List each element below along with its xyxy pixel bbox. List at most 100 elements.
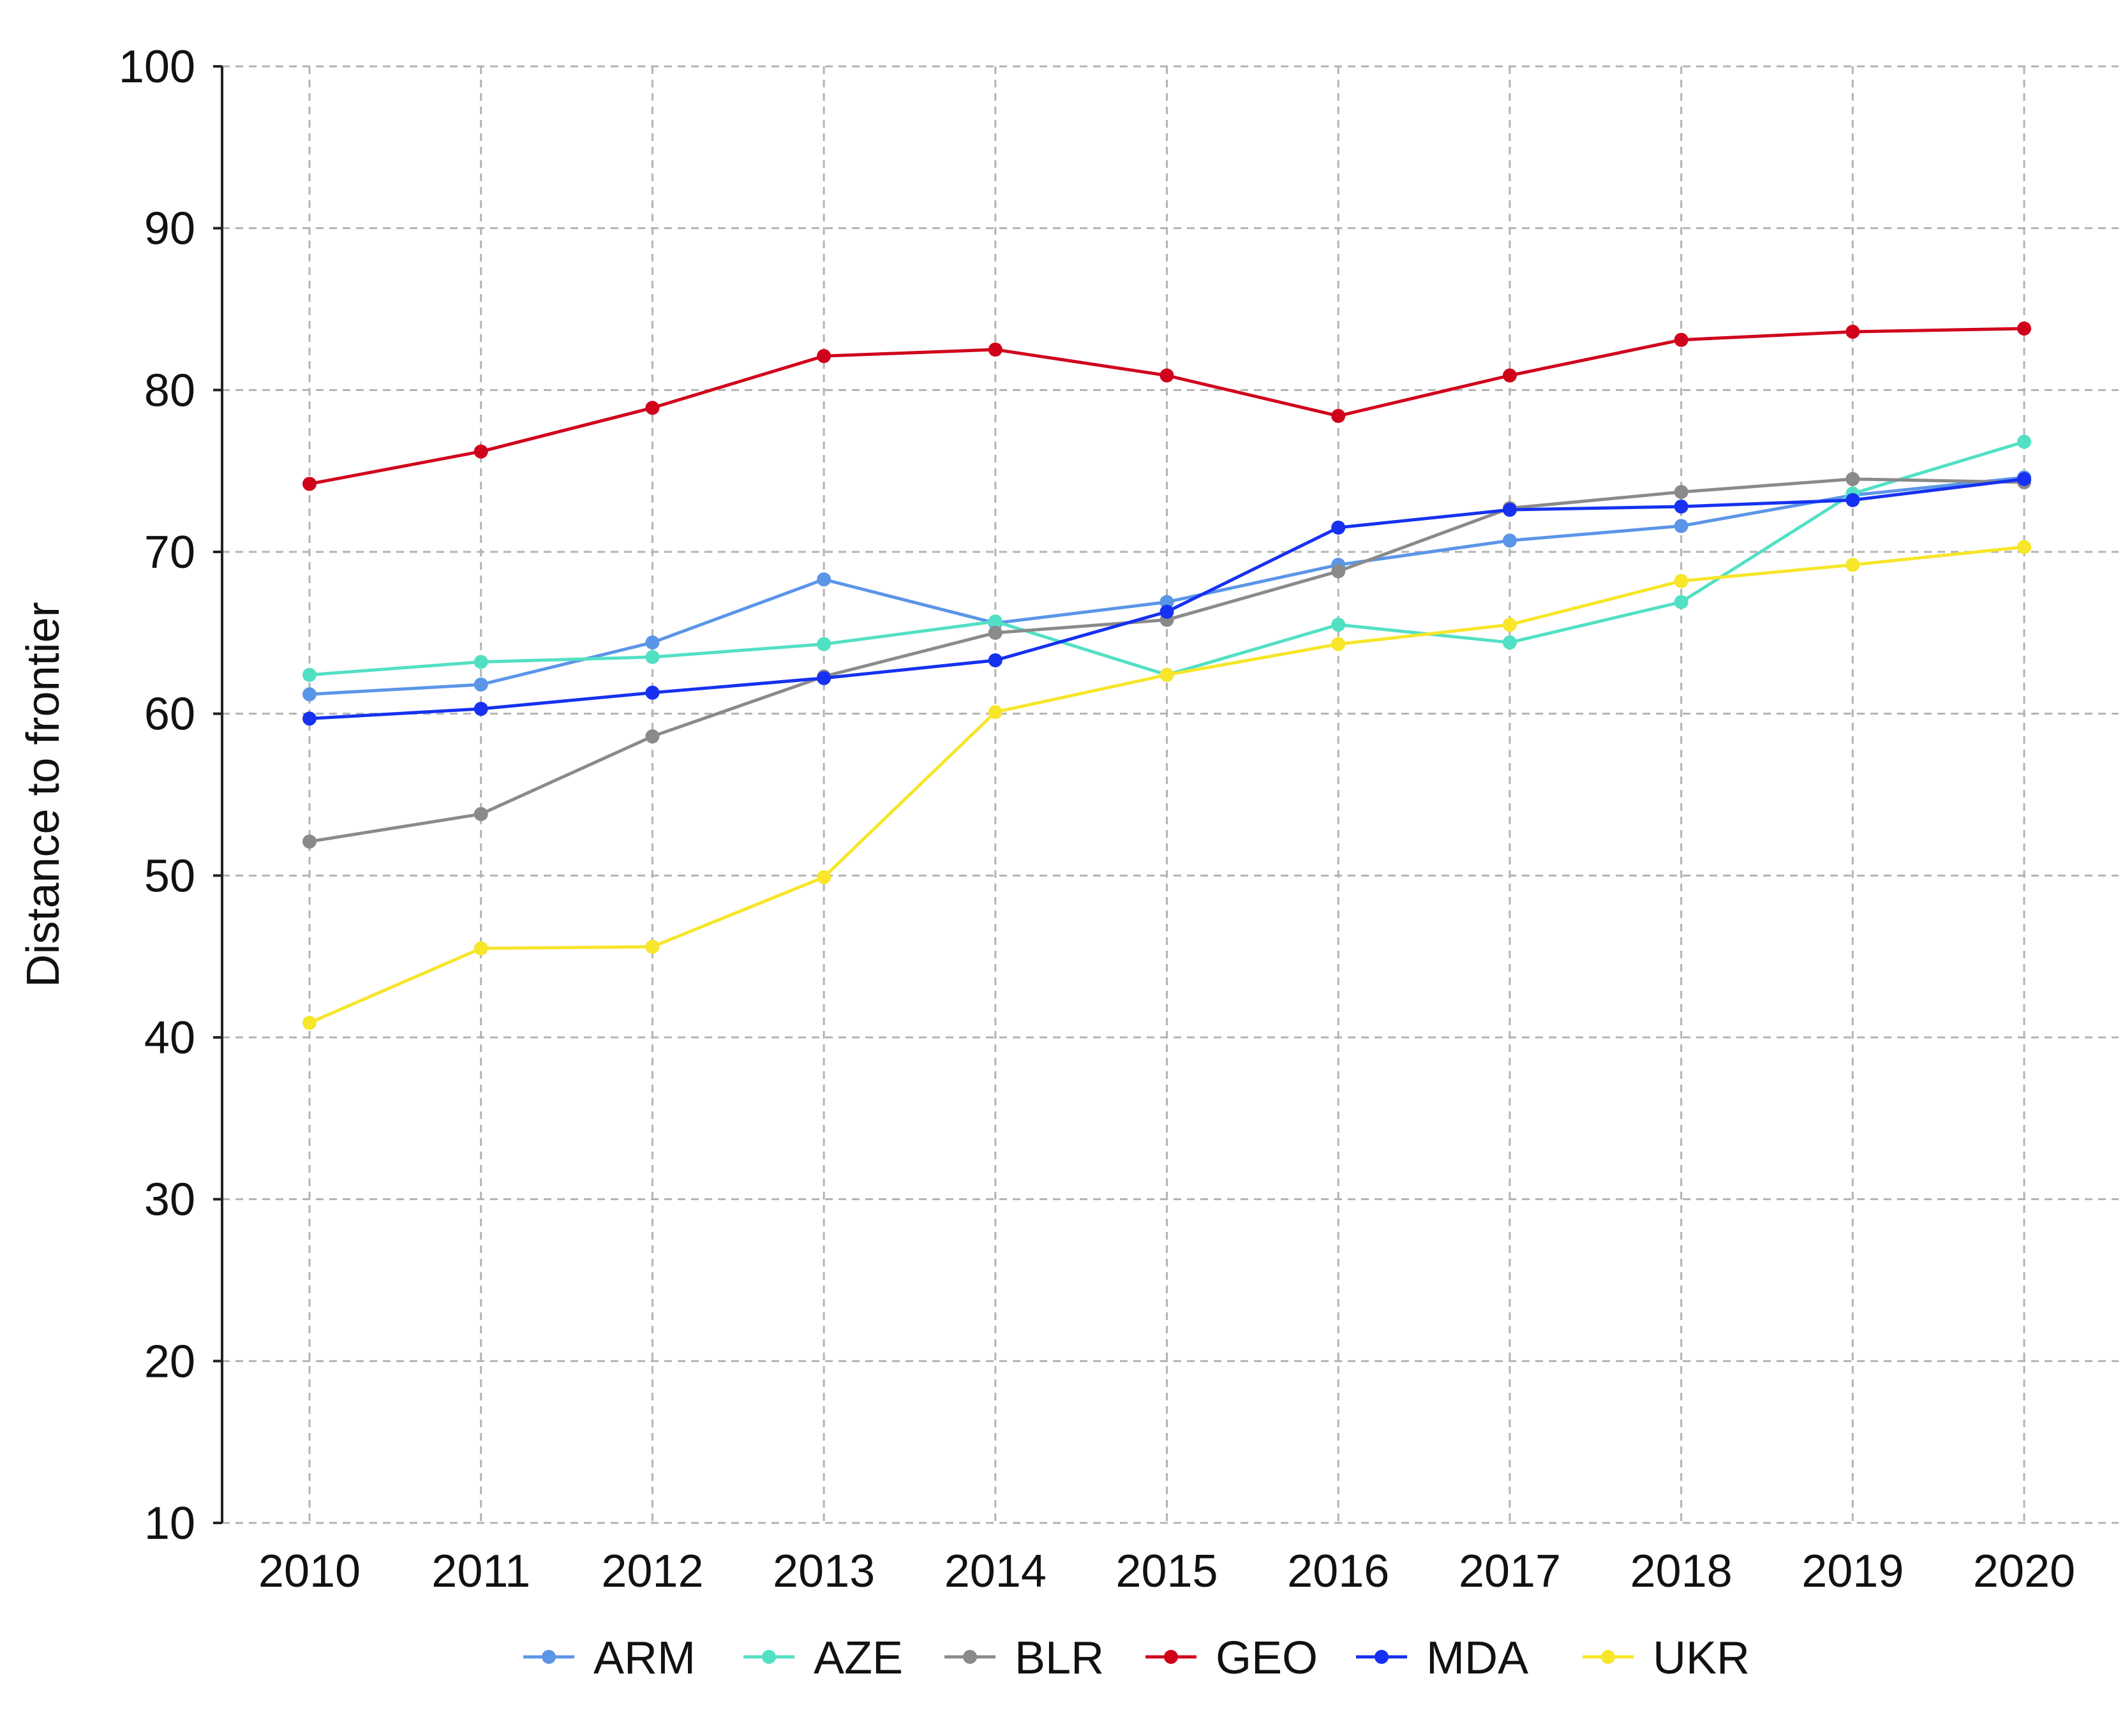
legend-item-arm: ARM — [523, 1633, 696, 1684]
legend: ARM AZE BLR GEO MDA UKR — [523, 1633, 1750, 1684]
data-point — [302, 1016, 317, 1030]
legend-label: UKR — [1653, 1633, 1750, 1684]
data-point — [1159, 368, 1174, 383]
legend-item-ukr: UKR — [1583, 1633, 1750, 1684]
legend-item-geo: GEO — [1145, 1633, 1318, 1684]
data-point — [473, 444, 488, 459]
legend-label: BLR — [1015, 1633, 1104, 1684]
data-point — [645, 685, 660, 700]
legend-item-aze: AZE — [743, 1633, 903, 1684]
data-point — [1331, 564, 1346, 579]
data-point — [645, 939, 660, 954]
data-point — [473, 941, 488, 956]
data-point — [2017, 471, 2031, 486]
data-point — [1331, 637, 1346, 651]
data-point — [817, 671, 831, 685]
legend-marker — [1601, 1650, 1615, 1664]
data-point — [1845, 471, 1860, 486]
data-point — [302, 687, 317, 702]
legend-item-mda: MDA — [1356, 1633, 1528, 1684]
y-tick-label: 50 — [144, 850, 195, 901]
data-point — [2017, 321, 2031, 336]
legend-label: ARM — [593, 1633, 696, 1684]
y-axis-title: Distance to frontier — [18, 602, 69, 987]
data-point — [473, 702, 488, 716]
data-point — [645, 649, 660, 664]
data-point — [988, 705, 1003, 720]
data-point — [1331, 408, 1346, 423]
data-point — [1674, 485, 1689, 500]
data-point — [302, 667, 317, 682]
axes — [213, 65, 223, 1524]
data-point — [988, 342, 1003, 357]
y-tick-label: 100 — [119, 41, 195, 93]
series-arm — [302, 470, 2031, 702]
data-point — [1502, 635, 1517, 650]
x-tick-label: 2020 — [1973, 1546, 2075, 1597]
x-tick-label: 2018 — [1630, 1546, 1733, 1597]
legend-marker — [1164, 1650, 1178, 1664]
x-tick-label: 2017 — [1459, 1546, 1561, 1597]
data-point — [302, 711, 317, 726]
series — [302, 321, 2031, 1030]
x-tick-label: 2016 — [1287, 1546, 1389, 1597]
data-point — [1502, 533, 1517, 548]
y-tick-label: 60 — [144, 689, 195, 740]
series-ukr — [302, 540, 2031, 1030]
data-point — [817, 637, 831, 651]
data-point — [473, 655, 488, 669]
legend-marker — [542, 1650, 556, 1664]
y-tick-labels: 10 20 30 40 50 60 70 80 90 100 — [119, 41, 195, 1549]
y-tick-label: 70 — [144, 527, 195, 578]
data-point — [1674, 332, 1689, 347]
data-point — [2017, 434, 2031, 449]
legend-marker — [762, 1650, 776, 1664]
x-tick-label: 2015 — [1115, 1546, 1218, 1597]
series-geo — [302, 321, 2031, 491]
data-point — [1674, 519, 1689, 533]
legend-label: AZE — [814, 1633, 903, 1684]
data-point — [645, 401, 660, 415]
y-tick-label: 40 — [144, 1013, 195, 1064]
x-tick-label: 2010 — [258, 1546, 361, 1597]
data-point — [2017, 540, 2031, 554]
legend-label: MDA — [1426, 1633, 1528, 1684]
data-point — [1159, 595, 1174, 609]
data-point — [302, 835, 317, 849]
x-tick-labels: 2010 2011 2012 2013 2014 2015 2016 2017 2018 2019… — [258, 1546, 2075, 1597]
data-point — [817, 870, 831, 884]
legend-marker — [963, 1650, 977, 1664]
data-point — [1674, 574, 1689, 588]
data-point — [1159, 604, 1174, 619]
data-point — [817, 572, 831, 587]
y-tick-label: 30 — [144, 1175, 195, 1226]
data-point — [1331, 520, 1346, 535]
series-line — [309, 440, 2025, 677]
y-tick-label: 10 — [144, 1498, 195, 1549]
data-point — [473, 678, 488, 692]
data-point — [645, 729, 660, 744]
x-tick-label: 2013 — [773, 1546, 875, 1597]
data-point — [1845, 493, 1860, 507]
series-mda — [302, 471, 2031, 726]
data-point — [988, 614, 1003, 629]
legend-label: GEO — [1216, 1633, 1318, 1684]
x-tick-label: 2011 — [431, 1546, 530, 1597]
data-point — [1502, 503, 1517, 517]
data-point — [1502, 618, 1517, 632]
data-point — [1674, 595, 1689, 609]
data-point — [645, 635, 660, 650]
data-point — [1845, 558, 1860, 572]
data-point — [1331, 618, 1346, 632]
y-tick-label: 90 — [144, 204, 195, 255]
data-point — [1502, 368, 1517, 383]
y-tick-label: 20 — [144, 1336, 195, 1387]
legend-marker — [1375, 1650, 1389, 1664]
data-point — [302, 477, 317, 491]
data-point — [1674, 499, 1689, 514]
data-point — [473, 806, 488, 821]
data-point — [1159, 667, 1174, 682]
grid — [222, 65, 2119, 1524]
